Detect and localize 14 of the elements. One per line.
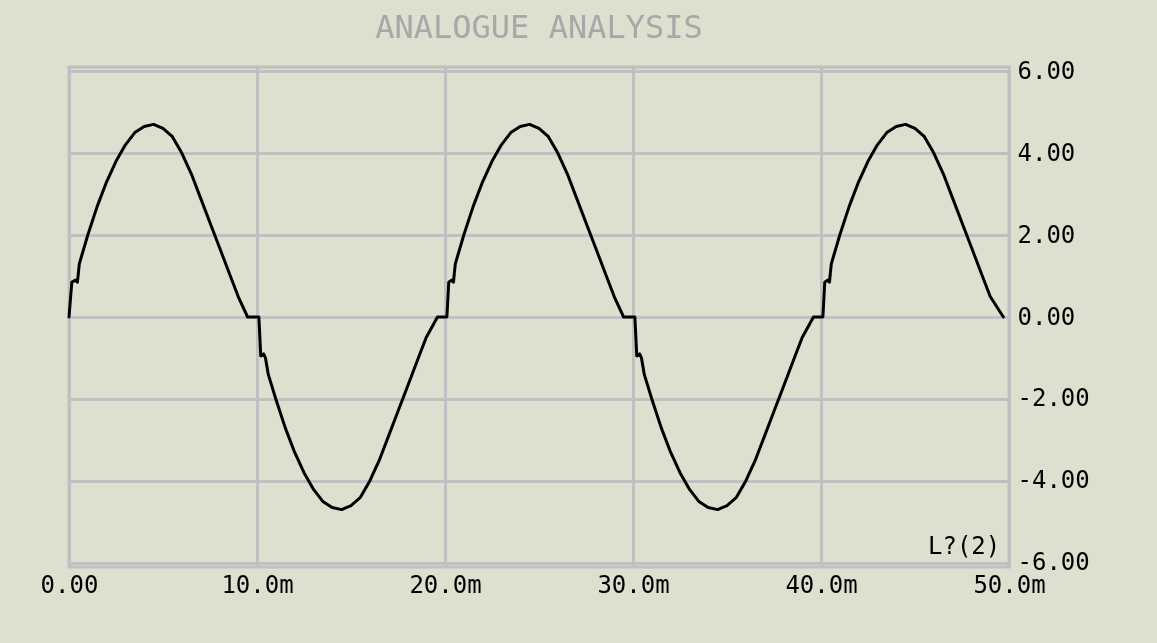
y-tick-label: 4.00 — [1017, 138, 1076, 167]
y-tick-label: 6.00 — [1017, 56, 1076, 85]
x-tick-label: 0.00 — [40, 570, 99, 599]
x-tick-label: 50.0m — [973, 570, 1046, 599]
y-tick-label: 0.00 — [1017, 302, 1076, 331]
y-tick-label: -2.00 — [1017, 384, 1090, 413]
y-tick-label: 2.00 — [1017, 220, 1076, 249]
y-tick-label: -4.00 — [1017, 466, 1090, 495]
line-series — [67, 122, 1005, 512]
x-tick-label: 30.0m — [597, 570, 670, 599]
x-tick-label: 20.0m — [409, 570, 482, 599]
x-tick-label: 10.0m — [221, 570, 294, 599]
text: L?(2) — [928, 532, 1001, 560]
x-tick-label: 40.0m — [785, 570, 858, 599]
